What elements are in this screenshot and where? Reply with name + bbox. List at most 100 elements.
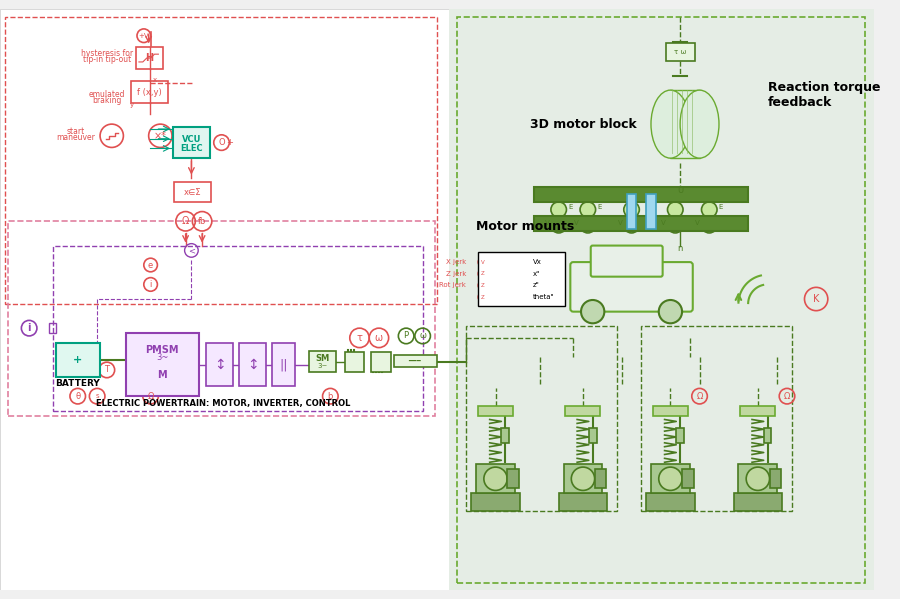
Text: U: U (677, 186, 683, 195)
Bar (508, 469, 518, 488)
Bar (476, 464, 515, 494)
Text: K: K (813, 294, 819, 304)
Circle shape (581, 300, 604, 323)
Bar (764, 428, 771, 443)
Text: 3D motor block: 3D motor block (529, 117, 636, 131)
Text: VCU: VCU (182, 135, 201, 144)
Text: Ω: Ω (697, 392, 703, 401)
Text: ||: || (280, 359, 288, 371)
Text: V: V (695, 220, 700, 226)
Text: start: start (67, 128, 85, 137)
Text: ×*: ×* (154, 131, 166, 141)
Bar (646, 194, 656, 229)
Bar (666, 44, 695, 61)
Bar (501, 428, 509, 443)
Circle shape (746, 467, 769, 491)
Circle shape (701, 217, 717, 233)
Circle shape (580, 202, 596, 217)
Bar (239, 343, 266, 386)
Text: ω: ω (419, 331, 427, 340)
Text: s: s (95, 393, 99, 399)
Ellipse shape (651, 90, 689, 158)
Bar (734, 494, 782, 511)
Text: T: T (104, 365, 110, 374)
Text: i: i (27, 323, 31, 333)
Bar (57, 343, 100, 377)
Bar (565, 406, 600, 416)
Circle shape (624, 217, 639, 233)
Circle shape (572, 467, 595, 491)
Bar (738, 464, 778, 494)
Bar (272, 343, 295, 386)
Text: +: + (226, 138, 233, 147)
Text: tip-in tip-out: tip-in tip-out (83, 55, 131, 63)
Text: τ: τ (356, 333, 363, 343)
Text: braking: braking (92, 96, 122, 105)
Text: i: i (149, 280, 152, 289)
Text: θ: θ (76, 392, 80, 401)
Text: V: V (544, 220, 549, 226)
Circle shape (580, 217, 596, 233)
Text: z": z" (533, 282, 539, 288)
Text: Z: Z (481, 283, 485, 288)
Text: Rot jerk: Rot jerk (439, 282, 466, 288)
Text: ↕: ↕ (214, 358, 225, 372)
Text: Ω: Ω (182, 216, 189, 226)
Text: E: E (719, 204, 723, 210)
Text: V: V (481, 259, 485, 265)
Bar (466, 326, 617, 511)
Circle shape (668, 217, 683, 233)
Bar (642, 326, 792, 511)
Text: Ω: Ω (784, 392, 790, 401)
Circle shape (484, 467, 508, 491)
Bar (174, 183, 211, 202)
Bar (131, 81, 168, 103)
Bar (589, 428, 597, 443)
Bar (478, 406, 513, 416)
Text: 3~: 3~ (156, 353, 168, 362)
Bar (770, 469, 781, 488)
Text: ELECTRIC POWERTRAIN: MOTOR, INVERTER, CONTROL: ELECTRIC POWERTRAIN: MOTOR, INVERTER, CO… (96, 400, 351, 409)
FancyBboxPatch shape (571, 262, 693, 311)
Text: ELEC: ELEC (180, 144, 202, 153)
Text: f (x,y): f (x,y) (138, 87, 162, 96)
Text: ↕: ↕ (247, 358, 258, 372)
Bar (4, 17, 437, 304)
Text: Z: Z (481, 295, 485, 300)
Bar (126, 333, 199, 396)
Text: Ω: Ω (148, 392, 154, 401)
Bar (741, 406, 775, 416)
Text: x∈Σ: x∈Σ (184, 187, 201, 196)
Text: Reaction torque
feedback: Reaction torque feedback (768, 81, 880, 109)
Bar (595, 469, 607, 488)
Bar (173, 127, 210, 158)
Text: <: < (188, 246, 195, 255)
Text: ω: ω (375, 333, 383, 343)
Bar (345, 352, 364, 372)
Text: x": x" (533, 271, 540, 277)
Bar (449, 8, 875, 591)
Bar (206, 343, 233, 386)
FancyBboxPatch shape (590, 246, 662, 277)
Bar (53, 246, 423, 411)
Bar (393, 355, 437, 367)
Circle shape (659, 300, 682, 323)
Bar (8, 221, 436, 416)
Bar (670, 90, 699, 158)
Circle shape (551, 202, 566, 217)
Text: Vx: Vx (533, 259, 541, 265)
Bar (456, 17, 865, 583)
Text: V: V (662, 220, 666, 226)
Bar (309, 350, 337, 372)
Text: M: M (158, 370, 167, 380)
Text: V: V (574, 220, 579, 226)
Text: PMSM: PMSM (146, 344, 179, 355)
Text: Z: Z (481, 271, 485, 276)
Text: +: + (73, 355, 83, 365)
Text: hysteresis for: hysteresis for (81, 49, 133, 58)
Bar (0, 8, 449, 591)
Text: y: y (130, 102, 134, 108)
Text: 3~: 3~ (318, 363, 328, 369)
Bar (651, 464, 689, 494)
Text: theta": theta" (533, 294, 554, 300)
